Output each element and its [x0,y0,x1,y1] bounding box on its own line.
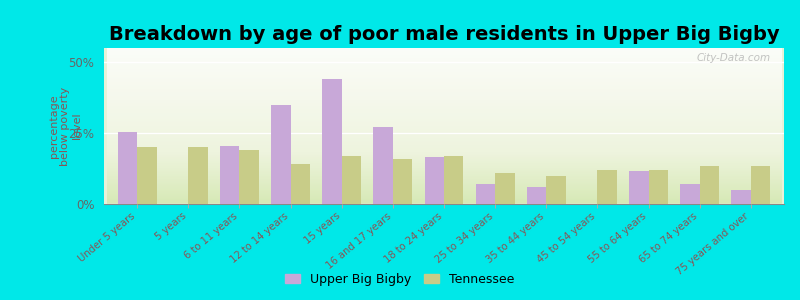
Bar [220,146,239,204]
Bar [680,184,700,204]
Bar [700,166,719,204]
Bar [598,170,617,204]
Bar [476,184,495,204]
Y-axis label: percentage
below poverty
level: percentage below poverty level [49,86,82,166]
Bar [750,166,770,204]
Bar [546,176,566,204]
Bar [239,150,259,204]
Bar [495,173,514,204]
Bar [271,105,290,204]
Title: Breakdown by age of poor male residents in Upper Big Bigby: Breakdown by age of poor male residents … [109,25,779,44]
Bar [527,187,546,204]
Legend: Upper Big Bigby, Tennessee: Upper Big Bigby, Tennessee [281,268,519,291]
Bar [118,132,138,204]
Bar [425,157,444,204]
Bar [290,164,310,204]
Text: City-Data.com: City-Data.com [696,53,770,63]
Bar [629,171,649,204]
Bar [444,156,463,204]
Bar [393,159,412,204]
Bar [649,170,668,204]
Bar [731,190,750,204]
Bar [188,147,208,204]
Bar [342,156,361,204]
Bar [322,79,342,204]
Bar [138,147,157,204]
Bar [374,128,393,204]
